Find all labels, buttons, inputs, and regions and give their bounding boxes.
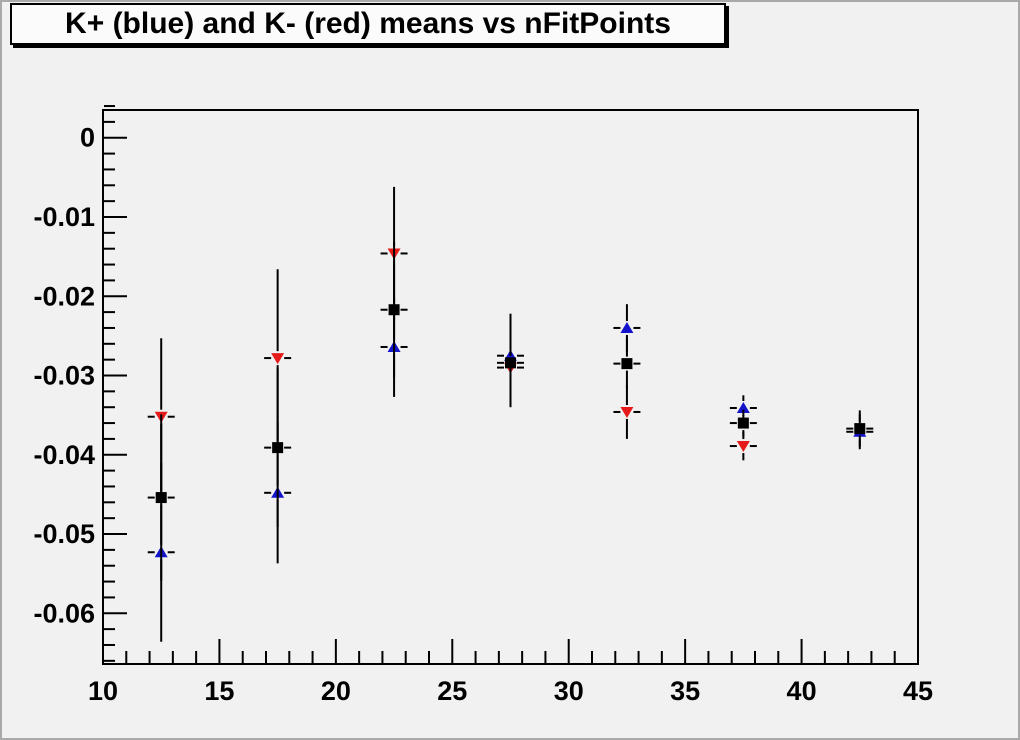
marker-blue-triangle-up — [620, 321, 634, 333]
y-tick-label: -0.06 — [33, 598, 95, 628]
x-tick-label: 25 — [437, 676, 467, 706]
x-axis: 10 15 20 25 30 35 40 45 — [88, 639, 933, 706]
marker-red-triangle-down — [271, 353, 285, 365]
marker-black-square — [505, 357, 516, 369]
marker-red-triangle-down — [620, 406, 634, 418]
y-tick-label: -0.02 — [33, 281, 95, 311]
marker-black-square — [155, 492, 167, 504]
x-tick-label: 45 — [903, 676, 933, 706]
plot-title-box[interactable]: K+ (blue) and K- (red) means vs nFitPoin… — [10, 3, 726, 45]
x-tick-label: 20 — [321, 676, 351, 706]
x-tick-label: 30 — [554, 676, 584, 706]
x-tick-label: 40 — [787, 676, 817, 706]
x-tick-label: 15 — [204, 676, 234, 706]
y-tick-label: -0.03 — [33, 361, 95, 391]
y-axis: 0 -0.01 -0.02 -0.03 -0.04 -0.05 -0.06 — [33, 105, 127, 662]
y-tick-label: -0.01 — [33, 202, 95, 232]
x-tick-label: 35 — [670, 676, 700, 706]
x-tick-label: 10 — [88, 676, 118, 706]
series-square — [147, 242, 874, 581]
series-triangle-down — [147, 186, 757, 496]
marker-black-square — [272, 442, 284, 454]
marker-red-triangle-down — [736, 441, 750, 453]
marker-black-square — [737, 417, 749, 429]
plot-frame[interactable] — [102, 109, 919, 665]
y-tick-label: 0 — [80, 123, 95, 153]
plot-title: K+ (blue) and K- (red) means vs nFitPoin… — [65, 7, 671, 40]
y-tick-label: -0.05 — [33, 519, 95, 549]
marker-black-square — [621, 358, 633, 370]
marker-black-square — [854, 423, 866, 435]
y-tick-label: -0.04 — [33, 440, 95, 470]
marker-blue-triangle-up — [736, 402, 750, 414]
marker-black-square — [388, 304, 400, 316]
